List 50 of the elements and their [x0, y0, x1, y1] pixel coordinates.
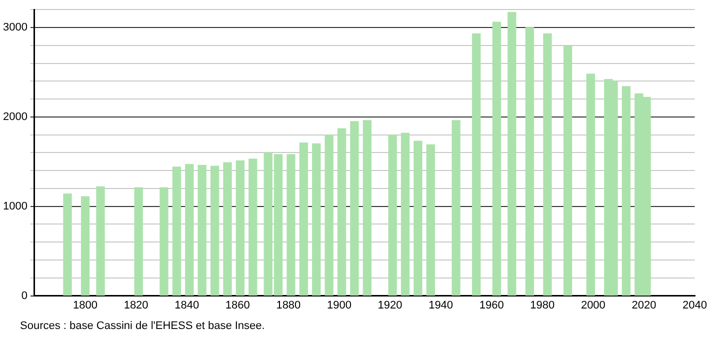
x-tick-label: 1940: [428, 299, 454, 312]
bar: [248, 158, 258, 296]
bar: [198, 164, 206, 296]
bar: [563, 46, 572, 296]
bar: [350, 121, 359, 296]
bar: [223, 162, 232, 296]
x-tick-label: 1860: [225, 299, 250, 312]
x-tick-label: 1840: [174, 299, 200, 312]
source-note: Sources : base Cassini de l'EHESS et base Insee.: [20, 320, 265, 332]
bar: [172, 166, 182, 296]
bar: [299, 142, 308, 296]
bar: [160, 187, 168, 296]
y-tick-label: 0: [21, 290, 28, 302]
x-tick-label: 1900: [326, 299, 352, 312]
x-tick-label: 1820: [124, 299, 148, 312]
bar: [525, 27, 534, 296]
bar: [63, 194, 72, 296]
bar: [472, 33, 481, 296]
bar: [236, 160, 245, 296]
bar: [337, 128, 346, 296]
bar: [508, 12, 516, 296]
x-tick-label: 1920: [378, 299, 402, 312]
x-tick-label: 1800: [73, 299, 98, 312]
bar: [543, 33, 552, 296]
bar: [210, 166, 220, 296]
bar: [414, 140, 422, 296]
y-tick-label: 2000: [2, 110, 28, 123]
bar: [324, 134, 334, 296]
bar: [185, 164, 194, 296]
bar: [452, 120, 460, 296]
bar: [388, 134, 397, 296]
bar: [96, 186, 105, 296]
bar: [586, 74, 595, 296]
bar: [80, 196, 90, 296]
bar: [134, 187, 143, 296]
bar: [286, 154, 296, 296]
bar: [492, 22, 502, 296]
y-tick-label: 3000: [2, 22, 28, 34]
x-tick-label: 1880: [276, 299, 301, 312]
x-tick-label: 1960: [479, 299, 504, 312]
bar: [426, 144, 435, 296]
x-tick-label: 2040: [682, 299, 708, 312]
x-tick-label: 1980: [530, 299, 555, 312]
bar: [312, 143, 321, 296]
y-tick-label: 1000: [2, 200, 28, 212]
bar: [362, 120, 372, 296]
bar: [622, 86, 631, 296]
x-tick-label: 2020: [632, 299, 656, 312]
x-tick-label: 2000: [580, 299, 606, 312]
bar: [400, 132, 410, 296]
